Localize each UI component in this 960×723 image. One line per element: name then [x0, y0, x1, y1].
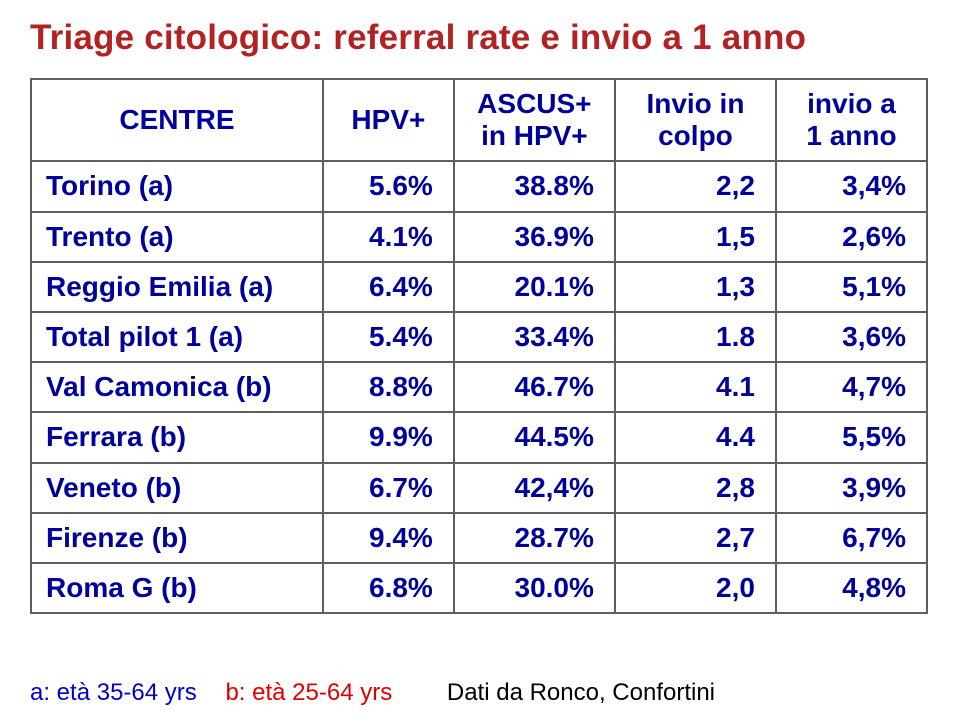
col-header-anno: invio a 1 anno	[776, 79, 927, 161]
cell-ascus: 36.9%	[454, 212, 615, 262]
col-header-label: CENTRE	[119, 104, 234, 135]
table-body: Torino (a)5.6%38.8%2,23,4%Trento (a)4.1%…	[31, 161, 927, 613]
table-header: CENTRE HPV+ ASCUS+ in HPV+ Invio in colp…	[31, 79, 927, 161]
cell-centre: Firenze (b)	[31, 513, 323, 563]
col-header-hpv: HPV+	[323, 79, 454, 161]
cell-anno: 5,1%	[776, 262, 927, 312]
cell-anno: 3,4%	[776, 161, 927, 211]
cell-hpv: 5.4%	[323, 312, 454, 362]
cell-centre: Val Camonica (b)	[31, 362, 323, 412]
footnote-b: b: età 25-64 yrs	[225, 679, 392, 706]
table-row: Veneto (b)6.7%42,4%2,83,9%	[31, 463, 927, 513]
table-row: Reggio Emilia (a)6.4%20.1%1,35,1%	[31, 262, 927, 312]
table-row: Total pilot 1 (a)5.4%33.4%1.83,6%	[31, 312, 927, 362]
footnote-source: Dati da Ronco, Confortini	[447, 679, 715, 706]
cell-hpv: 9.9%	[323, 412, 454, 462]
cell-hpv: 6.8%	[323, 563, 454, 613]
col-header-ascus: ASCUS+ in HPV+	[454, 79, 615, 161]
col-header-label2: colpo	[658, 120, 733, 151]
cell-centre: Trento (a)	[31, 212, 323, 262]
cell-colpo: 4.4	[615, 412, 776, 462]
cell-anno: 3,6%	[776, 312, 927, 362]
col-header-centre: CENTRE	[31, 79, 323, 161]
cell-hpv: 9.4%	[323, 513, 454, 563]
cell-anno: 5,5%	[776, 412, 927, 462]
cell-anno: 6,7%	[776, 513, 927, 563]
cell-anno: 3,9%	[776, 463, 927, 513]
cell-centre: Torino (a)	[31, 161, 323, 211]
cell-ascus: 44.5%	[454, 412, 615, 462]
cell-colpo: 2,2	[615, 161, 776, 211]
cell-colpo: 1,5	[615, 212, 776, 262]
table-row: Val Camonica (b)8.8%46.7%4.14,7%	[31, 362, 927, 412]
cell-centre: Total pilot 1 (a)	[31, 312, 323, 362]
cell-hpv: 5.6%	[323, 161, 454, 211]
cell-hpv: 4.1%	[323, 212, 454, 262]
footer-notes: a: età 35-64 yrs b: età 25-64 yrs Dati d…	[30, 679, 715, 707]
table-row: Trento (a)4.1%36.9%1,52,6%	[31, 212, 927, 262]
cell-ascus: 38.8%	[454, 161, 615, 211]
cell-anno: 4,8%	[776, 563, 927, 613]
cell-centre: Ferrara (b)	[31, 412, 323, 462]
col-header-label2: 1 anno	[806, 120, 896, 151]
table-row: Ferrara (b)9.9%44.5%4.45,5%	[31, 412, 927, 462]
cell-colpo: 2,8	[615, 463, 776, 513]
cell-hpv: 6.4%	[323, 262, 454, 312]
cell-anno: 4,7%	[776, 362, 927, 412]
cell-anno: 2,6%	[776, 212, 927, 262]
cell-centre: Veneto (b)	[31, 463, 323, 513]
slide-page: Triage citologico: referral rate e invio…	[0, 0, 960, 723]
cell-hpv: 8.8%	[323, 362, 454, 412]
table-row: Roma G (b)6.8%30.0%2,04,8%	[31, 563, 927, 613]
col-header-label: invio a	[807, 88, 896, 119]
data-table: CENTRE HPV+ ASCUS+ in HPV+ Invio in colp…	[30, 78, 928, 614]
cell-ascus: 20.1%	[454, 262, 615, 312]
page-title: Triage citologico: referral rate e invio…	[30, 18, 930, 58]
cell-ascus: 28.7%	[454, 513, 615, 563]
col-header-label: HPV+	[351, 104, 425, 135]
col-header-label2: in HPV+	[481, 120, 588, 151]
cell-ascus: 46.7%	[454, 362, 615, 412]
table-row: Firenze (b)9.4%28.7%2,76,7%	[31, 513, 927, 563]
cell-centre: Roma G (b)	[31, 563, 323, 613]
table-row: Torino (a)5.6%38.8%2,23,4%	[31, 161, 927, 211]
cell-ascus: 30.0%	[454, 563, 615, 613]
cell-colpo: 2,0	[615, 563, 776, 613]
cell-ascus: 33.4%	[454, 312, 615, 362]
cell-ascus: 42,4%	[454, 463, 615, 513]
col-header-colpo: Invio in colpo	[615, 79, 776, 161]
col-header-label: ASCUS+	[477, 88, 591, 119]
col-header-label: Invio in	[646, 88, 744, 119]
footnote-a: a: età 35-64 yrs	[30, 679, 197, 706]
cell-colpo: 1.8	[615, 312, 776, 362]
cell-colpo: 1,3	[615, 262, 776, 312]
cell-hpv: 6.7%	[323, 463, 454, 513]
cell-colpo: 4.1	[615, 362, 776, 412]
cell-colpo: 2,7	[615, 513, 776, 563]
cell-centre: Reggio Emilia (a)	[31, 262, 323, 312]
